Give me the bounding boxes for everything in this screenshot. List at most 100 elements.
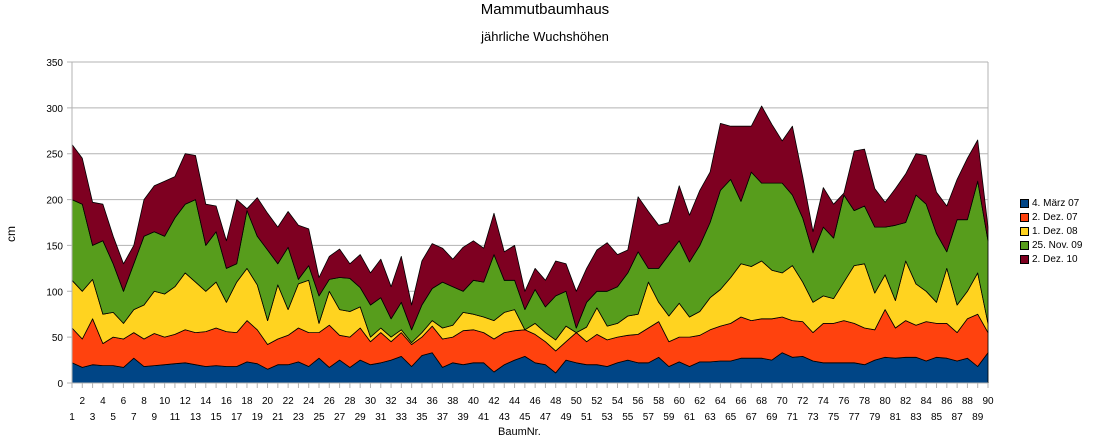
x-tick-label: 62 [694, 396, 706, 407]
x-tick-label: 10 [159, 396, 171, 407]
x-tick-label: 65 [725, 412, 737, 423]
x-tick-label: 41 [478, 412, 490, 423]
x-tick-label: 84 [921, 396, 933, 407]
x-tick-label: 80 [880, 396, 892, 407]
x-tick-label: 38 [447, 396, 459, 407]
x-tick-label: 86 [941, 396, 953, 407]
x-tick-label: 23 [293, 412, 305, 423]
x-tick-label: 59 [663, 412, 675, 423]
x-tick-label: 67 [746, 412, 758, 423]
y-tick-label: 350 [46, 58, 63, 69]
y-tick-label: 150 [46, 241, 63, 252]
x-tick-label: 34 [406, 396, 418, 407]
x-tick-label: 25 [313, 412, 325, 423]
y-tick-label: 300 [46, 104, 63, 115]
x-tick-label: 49 [560, 412, 572, 423]
x-tick-label: 47 [540, 412, 552, 423]
x-tick-label: 39 [458, 412, 470, 423]
legend-item: 4. März 07 [1020, 196, 1082, 210]
x-tick-label: 64 [715, 396, 727, 407]
x-tick-label: 28 [344, 396, 356, 407]
chart-subtitle: jährliche Wuchshöhen [481, 29, 609, 44]
x-tick-label: 44 [509, 396, 521, 407]
x-tick-label: 19 [252, 412, 264, 423]
x-tick-label: 90 [982, 396, 994, 407]
x-tick-label: 15 [211, 412, 223, 423]
x-tick-label: 85 [931, 412, 943, 423]
x-tick-label: 42 [488, 396, 500, 407]
x-tick-label: 40 [468, 396, 480, 407]
x-tick-label: 11 [170, 412, 181, 423]
x-tick-label: 51 [581, 412, 593, 423]
legend-swatch [1020, 198, 1029, 208]
x-tick-label: 53 [602, 412, 614, 423]
x-tick-label: 43 [499, 412, 511, 423]
legend-label: 2. Dez. 10 [1032, 253, 1078, 265]
x-tick-label: 21 [272, 412, 284, 423]
x-tick-label: 1 [69, 412, 75, 423]
y-tick-label: 100 [46, 287, 63, 298]
legend-label: 2. Dez. 07 [1032, 211, 1078, 223]
x-tick-label: 74 [818, 396, 830, 407]
x-tick-label: 78 [859, 396, 871, 407]
x-tick-label: 20 [262, 396, 274, 407]
legend-item: 2. Dez. 07 [1020, 210, 1082, 224]
x-tick-label: 9 [152, 412, 158, 423]
y-tick-label: 200 [46, 196, 63, 207]
chart-title: Mammutbaumhaus [480, 1, 610, 18]
x-tick-label: 45 [519, 412, 531, 423]
x-tick-label: 69 [766, 412, 778, 423]
y-tick-label: 250 [46, 150, 63, 161]
y-tick-label: 0 [57, 379, 63, 390]
x-tick-label: 37 [437, 412, 449, 423]
x-tick-label: 76 [838, 396, 850, 407]
x-tick-label: 71 [787, 412, 799, 423]
x-tick-label: 83 [910, 412, 922, 423]
x-tick-label: 8 [141, 396, 147, 407]
x-tick-label: 35 [416, 412, 428, 423]
x-tick-label: 17 [231, 412, 243, 423]
x-tick-label: 75 [828, 412, 840, 423]
x-tick-label: 27 [334, 412, 346, 423]
x-tick-label: 72 [797, 396, 809, 407]
x-tick-label: 5 [110, 412, 116, 423]
legend-label: 4. März 07 [1032, 197, 1080, 209]
y-tick-label: 50 [52, 333, 64, 344]
x-tick-label: 87 [952, 412, 964, 423]
x-tick-label: 73 [807, 412, 819, 423]
x-tick-label: 57 [643, 412, 655, 423]
legend-swatch [1020, 226, 1029, 236]
x-tick-label: 61 [684, 412, 696, 423]
x-tick-label: 56 [633, 396, 645, 407]
x-tick-label: 32 [385, 396, 397, 407]
x-tick-label: 82 [900, 396, 912, 407]
x-tick-label: 68 [756, 396, 768, 407]
x-tick-label: 30 [365, 396, 377, 407]
x-tick-label: 33 [396, 412, 408, 423]
x-tick-label: 81 [890, 412, 902, 423]
x-tick-label: 4 [100, 396, 106, 407]
legend: 4. März 07 2. Dez. 07 1. Dez. 08 25. Nov. 0… [1020, 196, 1082, 266]
x-tick-label: 18 [241, 396, 253, 407]
x-tick-label: 26 [324, 396, 336, 407]
legend-swatch [1020, 212, 1029, 222]
x-axis-label: BaumNr. [498, 426, 541, 438]
x-tick-label: 24 [303, 396, 315, 407]
x-tick-label: 88 [962, 396, 974, 407]
x-tick-label: 31 [375, 412, 387, 423]
x-tick-label: 55 [622, 412, 634, 423]
legend-label: 1. Dez. 08 [1032, 225, 1078, 237]
x-tick-label: 36 [427, 396, 439, 407]
x-tick-label: 48 [550, 396, 562, 407]
y-axis-label: cm [4, 226, 18, 242]
x-tick-label: 77 [849, 412, 861, 423]
x-tick-label: 2 [80, 396, 86, 407]
x-tick-label: 3 [90, 412, 96, 423]
area-series-5 [71, 105, 989, 331]
x-tick-label: 63 [705, 412, 717, 423]
legend-item: 1. Dez. 08 [1020, 224, 1082, 238]
x-tick-label: 50 [571, 396, 583, 407]
x-tick-label: 14 [200, 396, 212, 407]
